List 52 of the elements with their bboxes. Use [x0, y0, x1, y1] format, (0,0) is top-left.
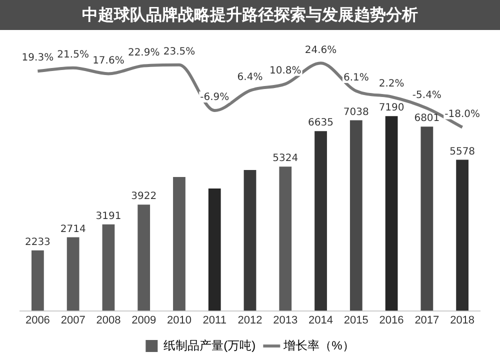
x-tick-label: 2016: [379, 314, 404, 326]
x-tick-label: 2017: [414, 314, 440, 326]
x-tick-label: 2015: [344, 314, 368, 326]
data-label: 2233: [24, 236, 50, 248]
bar: [208, 188, 221, 311]
data-label: 21.5%: [57, 49, 89, 60]
x-tick-label: 2007: [60, 314, 86, 326]
bar: [138, 204, 150, 311]
data-label: 10.8%: [269, 66, 302, 77]
x-tick-label: 2011: [202, 314, 226, 326]
data-label: 3922: [131, 191, 157, 202]
x-tick-label: 2012: [238, 314, 262, 326]
x-tick-label: 2009: [132, 314, 156, 326]
bar: [66, 237, 80, 311]
data-label: -5.4%: [412, 90, 442, 101]
bar: [385, 116, 398, 311]
data-label: 3191: [96, 210, 122, 222]
data-label: 6801: [414, 113, 440, 124]
legend-label: 增长率（%）: [282, 338, 354, 352]
data-label: -18.0%: [444, 108, 480, 120]
x-tick-label: 2014: [308, 314, 334, 326]
data-label: 6635: [308, 118, 334, 129]
data-label: 6.4%: [237, 72, 263, 84]
data-label: 23.5%: [163, 46, 196, 58]
bar: [279, 166, 292, 311]
x-tick-label: 2013: [273, 314, 298, 326]
bar: [244, 170, 256, 311]
x-tick-label: 2006: [25, 314, 50, 326]
data-label: 22.9%: [128, 47, 160, 58]
x-tick-label: 2008: [96, 314, 121, 326]
data-label: -6.9%: [200, 92, 230, 104]
bar: [173, 176, 186, 311]
bar: [456, 160, 468, 311]
legend-label: 纸制品产量(万吨): [164, 338, 256, 352]
data-label: 17.6%: [92, 55, 124, 66]
bar: [314, 131, 327, 311]
bar: [420, 126, 434, 311]
x-tick-label: 2010: [166, 314, 192, 326]
data-label: 6.1%: [343, 72, 369, 84]
bar: [102, 224, 115, 311]
data-label: 2714: [60, 224, 86, 235]
data-label: 5578: [450, 146, 476, 158]
x-tick-label: 2018: [450, 314, 475, 326]
data-label: 7190: [378, 102, 404, 114]
bar: [350, 120, 362, 311]
bar: [32, 250, 44, 311]
data-label: 19.3%: [22, 52, 54, 64]
data-label: 7038: [343, 106, 369, 118]
data-label: 2.2%: [378, 78, 404, 90]
chart-title: 中超球队品牌战略提升路径探索与发展趋势分析: [0, 0, 500, 30]
data-label: 24.6%: [304, 44, 337, 56]
data-label: 5324: [272, 153, 298, 164]
